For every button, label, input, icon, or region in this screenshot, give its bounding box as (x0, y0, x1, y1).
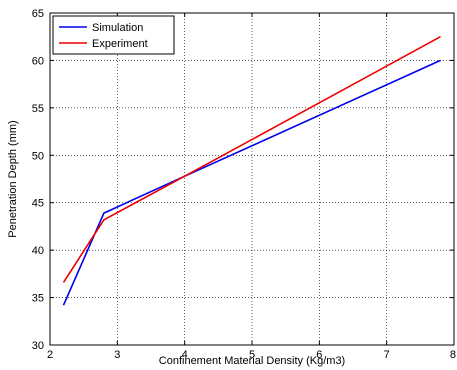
y-tick-label: 35 (32, 293, 44, 305)
grid (50, 13, 454, 345)
x-tick-label: 8 (450, 349, 456, 361)
series-line-simulation (62, 59, 441, 306)
y-tick-label: 60 (32, 55, 44, 67)
x-tick-label: 2 (47, 349, 53, 361)
series-line-experiment (62, 35, 441, 283)
legend-label-experiment: Experiment (92, 38, 148, 50)
y-tick-label: 40 (32, 245, 44, 257)
legend-label-simulation: Simulation (92, 22, 143, 34)
series-layer (62, 35, 441, 306)
y-tick-label: 30 (32, 340, 44, 352)
x-tick-label: 5 (249, 349, 255, 361)
y-tick-label: 50 (32, 150, 44, 162)
y-tick-label: 55 (32, 103, 44, 115)
legend: Simulation Experiment (52, 15, 175, 55)
x-axis-label: Confinement Material Density (Kg/m3) (159, 355, 345, 367)
x-tick-label: 4 (182, 349, 188, 361)
y-axis-label: Penetration Depth (mm) (7, 120, 19, 237)
y-tick-label: 45 (32, 198, 44, 210)
legend-box (52, 15, 175, 55)
x-tick-label: 3 (114, 349, 120, 361)
x-tick-label: 7 (384, 349, 390, 361)
y-tick-label: 65 (32, 8, 44, 20)
x-tick-label: 6 (316, 349, 322, 361)
